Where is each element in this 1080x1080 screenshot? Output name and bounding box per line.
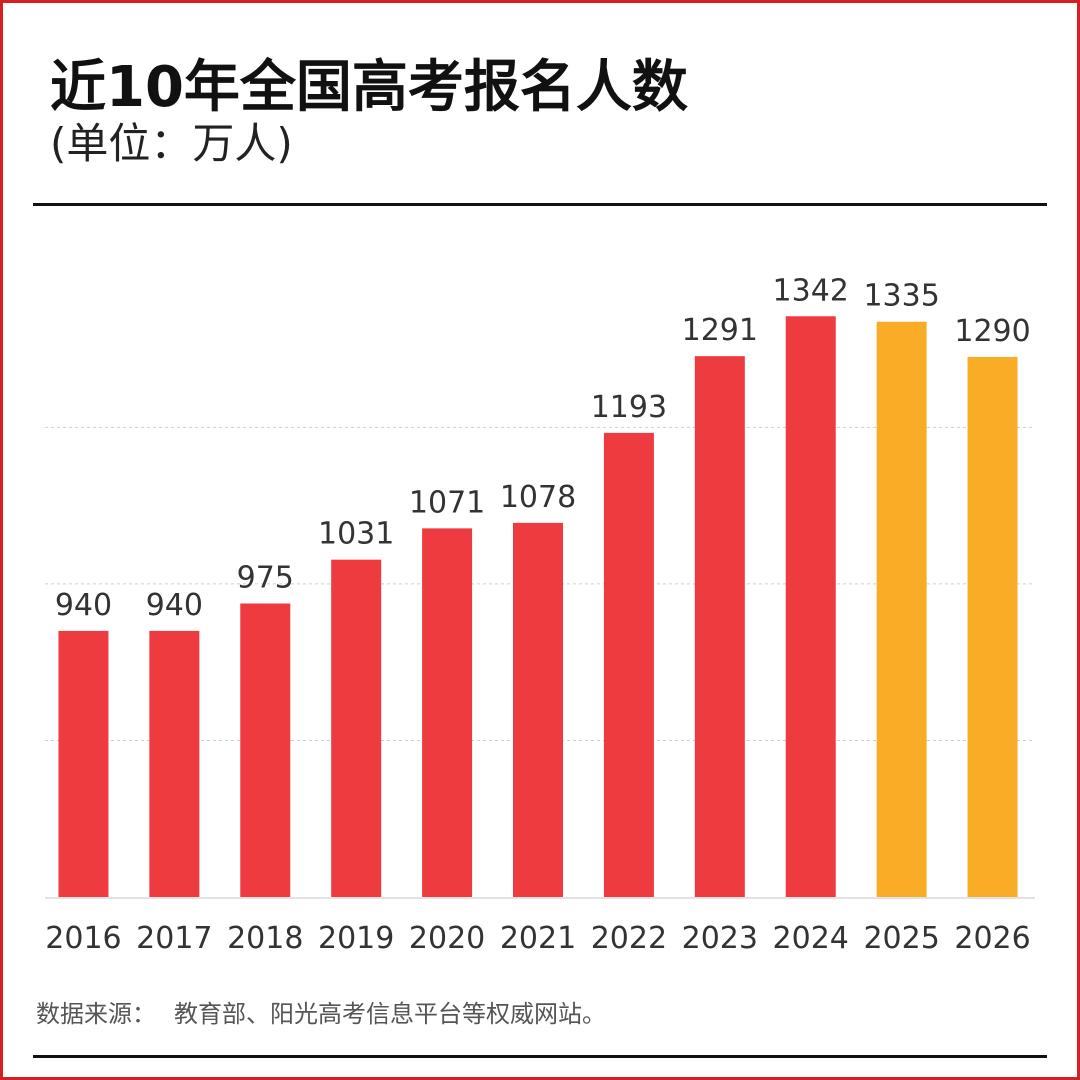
value-label-2017: 940 (146, 588, 203, 623)
bar-2025 (876, 321, 927, 897)
bar-2019 (331, 559, 382, 897)
x-tick-label-2020: 2020 (409, 921, 485, 956)
top-divider (33, 203, 1047, 206)
chart-title: 近10年全国高考报名人数 (50, 55, 688, 120)
value-labels: 940 940 975 1031 1071 1078 1193 1291 1342 1335 129… (55, 273, 1031, 623)
data-source-note: 数据来源： 教育部、阳光高考信息平台等权威网站。 (36, 994, 606, 1029)
x-tick-label-2023: 2023 (682, 921, 758, 956)
value-label-2023: 1291 (682, 313, 758, 348)
data-source-label: 数据来源： (36, 1000, 156, 1028)
x-axis-labels: 2016 2017 2018 2019 2020 2021 2022 2023 2024 2025… (45, 921, 1030, 956)
bar-2023 (694, 356, 745, 897)
x-tick-label-2021: 2021 (500, 921, 576, 956)
bar-2020 (422, 528, 473, 897)
value-label-2022: 1193 (591, 390, 667, 425)
x-tick-label-2024: 2024 (773, 921, 849, 956)
bar-2016 (58, 630, 109, 897)
chart-subtitle: (单位：万人) (50, 119, 293, 168)
x-tick-label-2026: 2026 (954, 921, 1030, 956)
x-tick-label-2019: 2019 (318, 921, 394, 956)
x-tick-label-2022: 2022 (591, 921, 667, 956)
value-label-2025: 1335 (863, 279, 939, 314)
bottom-divider (33, 1055, 1047, 1058)
value-label-2020: 1071 (409, 485, 485, 520)
x-tick-label-2025: 2025 (863, 921, 939, 956)
bars (58, 316, 1018, 898)
value-label-2019: 1031 (318, 517, 394, 552)
x-tick-label-2017: 2017 (136, 921, 212, 956)
data-source-text: 教育部、阳光高考信息平台等权威网站。 (174, 1000, 606, 1028)
bar-2022 (603, 432, 654, 897)
bar-2026 (967, 356, 1018, 898)
value-label-2016: 940 (55, 588, 112, 623)
value-label-2018: 975 (237, 561, 294, 596)
bar-2021 (513, 522, 563, 897)
x-tick-label-2018: 2018 (227, 921, 303, 956)
value-label-2021: 1078 (500, 480, 576, 515)
bar-2017 (149, 630, 200, 897)
bar-2018 (240, 603, 291, 897)
bar-2024 (785, 316, 836, 897)
value-label-2026: 1290 (954, 314, 1030, 349)
x-tick-label-2016: 2016 (45, 921, 121, 956)
value-label-2024: 1342 (773, 273, 849, 308)
